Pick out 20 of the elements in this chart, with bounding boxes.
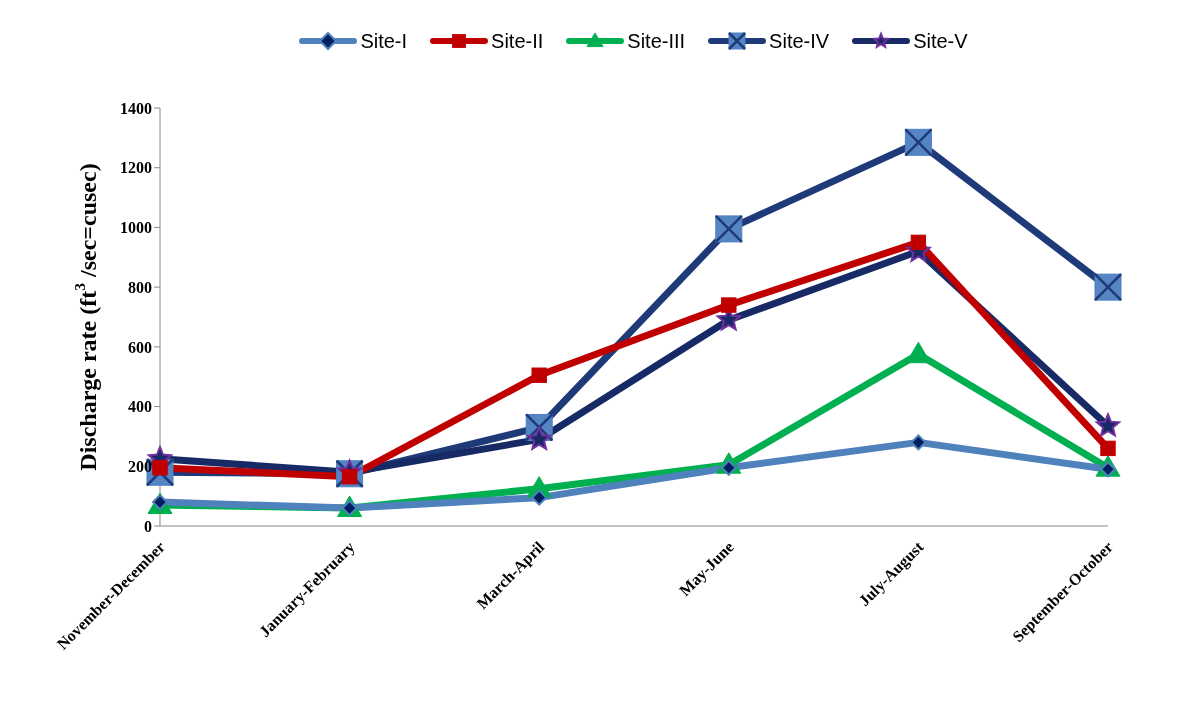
y-tick-label: 0 (144, 517, 152, 535)
point (531, 489, 548, 506)
y-tick-label: 400 (128, 398, 152, 416)
point (527, 426, 552, 450)
point (1095, 413, 1121, 437)
legend-label: Site-II (491, 29, 544, 53)
y-tick-label: 1000 (120, 219, 152, 237)
legend-label: Site-III (627, 29, 686, 53)
point (721, 297, 737, 313)
y-tick-label: 800 (128, 278, 152, 296)
y-tick-label: 1400 (120, 99, 152, 117)
legend-label: Site-I (360, 29, 408, 53)
point (910, 434, 927, 451)
legend-label: Site-IV (769, 29, 830, 53)
legend-label: Site-V (913, 29, 968, 53)
y-tick-label: 1200 (120, 159, 152, 177)
y-tick-label: 600 (128, 338, 152, 356)
point (910, 234, 927, 251)
point (1100, 440, 1116, 457)
point (531, 367, 547, 383)
